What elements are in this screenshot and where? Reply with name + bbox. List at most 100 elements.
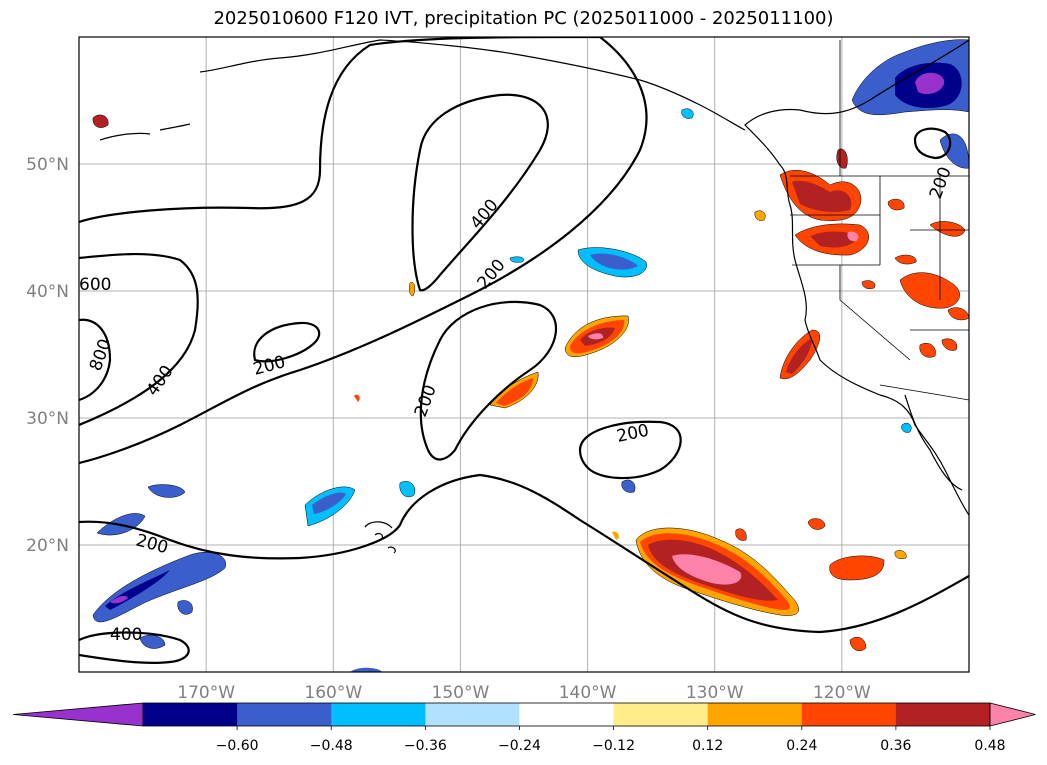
colorbar-extend-min — [12, 702, 144, 727]
ivt-contours — [79, 37, 969, 665]
pos-region-small-7 — [354, 394, 360, 402]
colorbar-tick-label: 0.36 — [880, 738, 911, 754]
ivt-contour-east-blob — [913, 127, 952, 160]
colorbar-tick-label: −0.48 — [310, 738, 353, 754]
colorbar-extend-max — [989, 702, 1036, 727]
pos-region-small-8 — [612, 531, 619, 540]
pos-region-small-5 — [735, 528, 747, 541]
lon-tick-label: 140°W — [559, 683, 617, 703]
map-area — [79, 37, 969, 672]
colorbar-swatch — [331, 703, 426, 726]
pos-region-central-1-pink — [588, 333, 604, 340]
lat-tick-label: 50°N — [26, 155, 69, 175]
colorbar-tick-label: −0.24 — [498, 738, 541, 754]
state-border-mt-wy — [910, 176, 969, 300]
neg-region-small-4 — [509, 256, 525, 263]
lon-tick-label: 130°W — [686, 683, 744, 703]
ivt-contour-800 — [79, 318, 112, 402]
neg-region-sw — [92, 552, 226, 623]
neg-region-west-1 — [147, 484, 186, 498]
pos-region-socal — [829, 555, 885, 581]
pos-region-interior-8 — [941, 338, 958, 351]
state-border-nv — [839, 265, 911, 361]
aleutians-1 — [99, 132, 151, 141]
pos-region-central-2-red — [496, 378, 533, 406]
pos-region-interior-2 — [919, 342, 936, 358]
pos-region-interior-1 — [899, 272, 960, 309]
ivt-contour-200-island — [253, 321, 321, 363]
alaska-coast — [199, 39, 746, 131]
ivt-contour-200-north — [79, 37, 648, 465]
ivt-contour-200-south — [79, 473, 969, 634]
hawaii-islands — [364, 521, 396, 554]
pos-region-small-4 — [408, 282, 416, 297]
lon-tick-label: 120°W — [813, 683, 871, 703]
colorbar-frame — [142, 702, 991, 727]
lon-tick-label: 160°W — [304, 683, 362, 703]
coastlines — [99, 39, 969, 554]
political-borders — [790, 40, 969, 401]
colorbar-tick-label: −0.60 — [216, 738, 259, 754]
colorbar: −0.60 −0.48 −0.36 −0.24 −0.12 0.12 0.24 0.36 0.4… — [12, 702, 1036, 754]
colorbar-tick-label: −0.36 — [404, 738, 447, 754]
pos-region-coast-2-dark — [810, 231, 858, 248]
lat-tick-label: 20°N — [26, 536, 69, 556]
pos-region-small-6 — [894, 550, 907, 559]
pos-region-interior-5 — [887, 198, 905, 211]
neg-region-canada-center — [915, 72, 945, 95]
ivt-contour-400-south — [79, 631, 190, 665]
pos-region-small-3 — [754, 210, 766, 221]
ivt-contour-200-east — [578, 420, 682, 480]
pos-region-hawaii-east — [807, 518, 826, 530]
pos-region-sub-tropical-pink — [672, 554, 742, 585]
contour-label: 400 — [110, 625, 142, 645]
pos-region-interior-4 — [947, 307, 969, 321]
ivt-contour-600 — [79, 252, 199, 427]
colorbar-tick-label: 0.48 — [974, 738, 1005, 754]
colorbar-swatch — [613, 703, 709, 726]
pos-region-interior-7 — [861, 280, 876, 289]
pos-region-west-coast-1-dark — [792, 180, 852, 212]
latitude-labels: 20°N 30°N 40°N 50°N — [26, 155, 69, 556]
neg-region-hawaii-2 — [399, 481, 416, 498]
longitude-labels: 170°W 160°W 150°W 140°W 130°W 120°W — [177, 683, 871, 703]
neg-region-sw-3 — [177, 600, 193, 615]
colorbar-tick-label: −0.12 — [592, 738, 635, 754]
colorbar-swatch — [519, 703, 615, 726]
colorbar-swatch — [143, 703, 238, 726]
pos-region-small-2 — [849, 637, 867, 651]
colorbar-swatch — [237, 703, 332, 726]
neg-region-small-2 — [901, 422, 912, 433]
ivt-contour-400-north — [411, 93, 549, 292]
neg-region-small-3 — [681, 108, 694, 119]
colorbar-swatch — [895, 703, 991, 726]
lat-tick-label: 30°N — [26, 409, 69, 429]
neg-region-sw-purple — [110, 595, 128, 604]
colorbar-tick-label: 0.12 — [692, 738, 723, 754]
neg-region-mid-pacific-core — [590, 253, 638, 270]
ivt-contour-200-central — [419, 300, 558, 461]
map-border — [78, 36, 970, 673]
contour-label: 600 — [79, 275, 111, 295]
neg-region-sw-2 — [139, 634, 166, 649]
neg-region-small-5 — [350, 667, 382, 672]
neg-region-small-1 — [621, 479, 636, 493]
lon-tick-label: 170°W — [177, 683, 235, 703]
colorbar-swatch — [801, 703, 897, 726]
lon-tick-label: 150°W — [432, 683, 490, 703]
colorbar-swatch — [707, 703, 803, 726]
figure-title: 2025010600 F120 IVT, precipitation PC (2… — [213, 8, 834, 29]
positive-anomaly-regions — [92, 114, 969, 651]
pos-region-interior-9 — [836, 148, 848, 169]
pos-region-coast-2-pink — [847, 231, 859, 242]
negative-anomaly-regions — [92, 39, 969, 672]
lat-tick-label: 40°N — [26, 282, 69, 302]
us-mexico-border — [879, 384, 969, 401]
baja-peninsula — [904, 394, 963, 491]
pos-region-small-1 — [92, 114, 109, 128]
colorbar-tick-label: 0.24 — [786, 738, 817, 754]
pos-region-interior-6 — [894, 254, 917, 265]
colorbar-swatch — [425, 703, 520, 726]
aleutians-2 — [159, 123, 191, 131]
